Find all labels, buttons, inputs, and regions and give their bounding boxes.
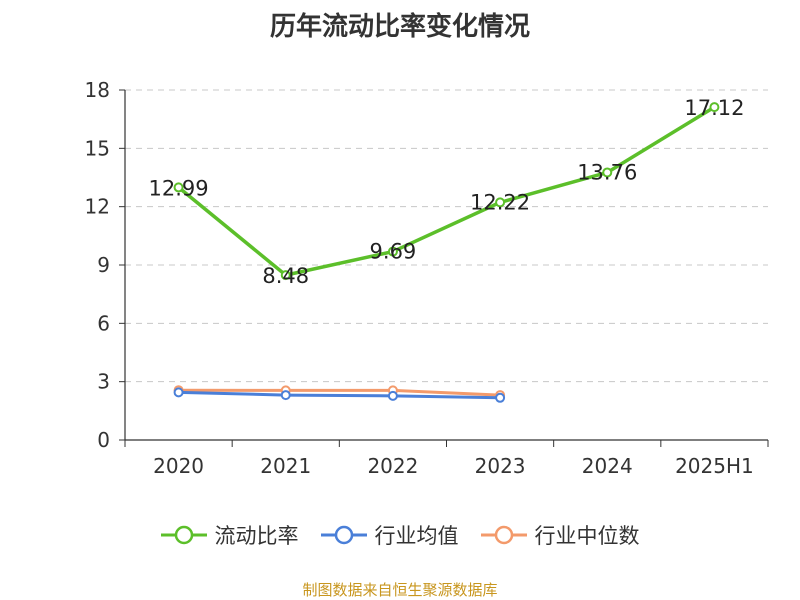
- chart-title: 历年流动比率变化情况: [269, 12, 530, 42]
- legend-item-current-ratio[interactable]: 流动比率: [160, 520, 299, 550]
- y-tick-label: 3: [97, 370, 110, 394]
- data-label: 13.76: [577, 160, 637, 184]
- legend-label-industry-average: 行业均值: [374, 524, 459, 548]
- legend-label-current-ratio: 流动比率: [214, 524, 299, 548]
- legend-item-industry-median[interactable]: 行业中位数: [480, 520, 640, 550]
- y-tick-label: 6: [97, 311, 110, 335]
- x-tick-label: 2025H1: [675, 454, 754, 478]
- data-point: [709, 102, 720, 113]
- x-tick-label: 2021: [260, 454, 311, 478]
- y-tick-label: 12: [85, 195, 110, 219]
- legend-symbol-current-ratio: [160, 525, 207, 545]
- data-label: 17.12: [684, 96, 744, 120]
- y-tick-label: 9: [97, 253, 110, 277]
- legend-label-industry-median: 行业中位数: [534, 524, 640, 548]
- data-point: [495, 197, 506, 208]
- y-tick-label: 0: [97, 428, 110, 452]
- series-line: [178, 390, 501, 400]
- data-label: 12.22: [470, 190, 530, 214]
- data-point: [602, 167, 613, 178]
- series-line: [177, 105, 716, 277]
- x-tick-label: 2023: [475, 454, 526, 478]
- data-label: 8.48: [262, 264, 309, 288]
- data-label: 9.69: [370, 240, 417, 264]
- legend: 流动比率 行业均值 行业中位数: [0, 520, 800, 550]
- data-point: [280, 270, 291, 281]
- x-tick-label: 2020: [153, 454, 204, 478]
- series-line: [178, 388, 501, 397]
- data-point: [387, 246, 398, 257]
- y-tick-label: 15: [85, 136, 110, 160]
- data-point: [280, 390, 291, 401]
- legend-symbol-industry-median: [480, 525, 527, 545]
- legend-item-industry-average[interactable]: 行业均值: [320, 520, 459, 550]
- data-label: 12.99: [149, 176, 209, 200]
- data-point: [173, 182, 184, 193]
- data-source-note: 制图数据来自恒生聚源数据库: [302, 581, 498, 599]
- data-point: [495, 392, 506, 403]
- data-point: [387, 390, 398, 401]
- x-tick-label: 2024: [582, 454, 633, 478]
- data-point: [173, 387, 184, 398]
- x-tick-label: 2022: [367, 454, 418, 478]
- legend-symbol-industry-average: [320, 525, 367, 545]
- y-tick-label: 18: [85, 78, 110, 102]
